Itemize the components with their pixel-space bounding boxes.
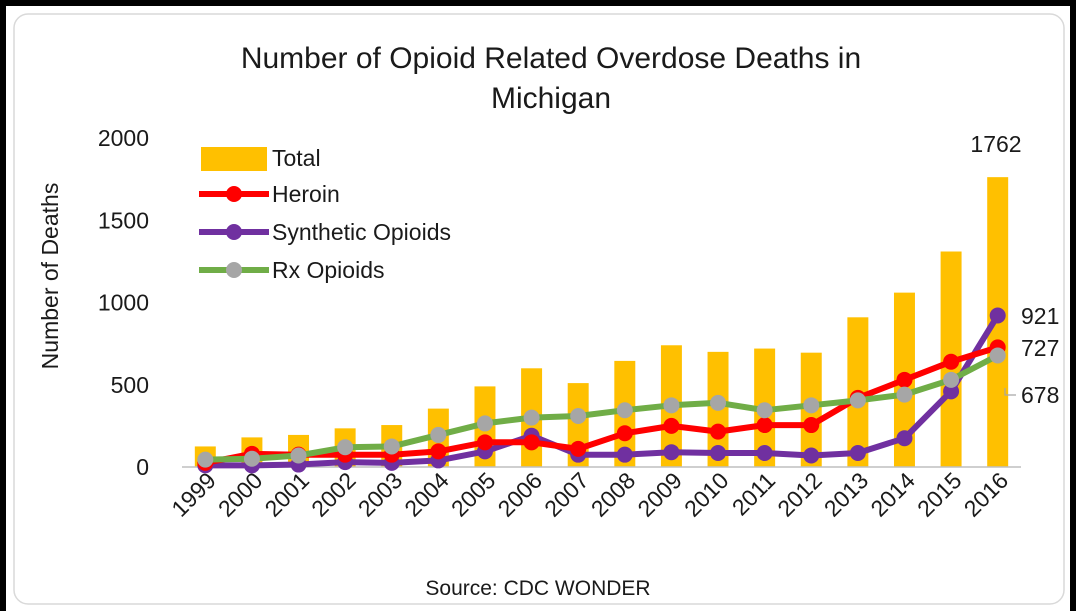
y-tick-label: 2000 xyxy=(98,125,149,151)
point-heroin-2008 xyxy=(616,425,633,442)
point-rx-opioids-2007 xyxy=(570,408,587,425)
legend-label-heroin: Heroin xyxy=(272,181,340,207)
point-rx-opioids-2015 xyxy=(943,371,960,388)
legend-marker-synthetic xyxy=(226,224,242,240)
chart-svg: Number of Opioid Related Overdose Deaths… xyxy=(13,13,1065,605)
legend-marker-rx xyxy=(226,262,242,278)
point-rx-opioids-2000 xyxy=(243,450,260,467)
legend-marker-heroin xyxy=(226,186,242,202)
point-rx-opioids-2009 xyxy=(663,397,680,414)
point-heroin-2007 xyxy=(570,440,587,457)
point-rx-opioids-2012 xyxy=(803,397,820,414)
line-series xyxy=(197,307,1006,474)
legend-swatch-total xyxy=(201,147,267,171)
point-synthetic-opioids-2015 xyxy=(943,383,960,400)
point-rx-opioids-2008 xyxy=(616,402,633,419)
point-heroin-2009 xyxy=(663,417,680,434)
point-synthetic-opioids-2016 xyxy=(989,307,1006,324)
point-synthetic-opioids-2013 xyxy=(849,445,866,462)
point-synthetic-opioids-2012 xyxy=(803,447,820,464)
point-synthetic-opioids-2009 xyxy=(663,444,680,461)
point-synthetic-opioids-2014 xyxy=(896,430,913,447)
source-note: Source: CDC WONDER xyxy=(425,577,650,600)
chart-frame: Number of Opioid Related Overdose Deaths… xyxy=(6,6,1070,611)
y-tick-label: 1500 xyxy=(98,207,149,233)
point-rx-opioids-2004 xyxy=(430,426,447,443)
chart-title-line-2: Michigan xyxy=(491,82,611,115)
legend-label-rx: Rx Opioids xyxy=(272,257,384,283)
point-heroin-2015 xyxy=(943,353,960,370)
point-heroin-2005 xyxy=(476,434,493,451)
legend-label-total: Total xyxy=(272,145,321,171)
data-label-total-2016: 1762 xyxy=(970,131,1021,157)
point-rx-opioids-2002 xyxy=(337,439,354,456)
data-labels: 1762 921 727 678 xyxy=(970,131,1059,408)
point-heroin-2014 xyxy=(896,371,913,388)
point-heroin-2004 xyxy=(430,443,447,460)
point-synthetic-opioids-2010 xyxy=(710,445,727,462)
y-tick-labels: 0 500 1000 1500 2000 xyxy=(98,125,149,480)
data-label-synthetic-2016: 921 xyxy=(1021,303,1059,329)
y-tick-label: 0 xyxy=(136,454,149,480)
point-rx-opioids-2005 xyxy=(476,415,493,432)
y-tick-label: 1000 xyxy=(98,290,149,316)
point-rx-opioids-2001 xyxy=(290,447,307,464)
point-rx-opioids-2013 xyxy=(849,392,866,409)
data-label-leader-rx xyxy=(1004,388,1016,396)
point-synthetic-opioids-2011 xyxy=(756,445,773,462)
legend-label-synthetic: Synthetic Opioids xyxy=(272,219,451,245)
point-synthetic-opioids-2008 xyxy=(616,446,633,463)
y-tick-label: 500 xyxy=(111,372,149,398)
point-rx-opioids-2016 xyxy=(989,347,1006,364)
y-axis-label: Number of Deaths xyxy=(37,183,63,370)
point-heroin-2011 xyxy=(756,417,773,434)
chart-title-line-1: Number of Opioid Related Overdose Deaths… xyxy=(241,42,861,75)
data-label-rx-2016: 678 xyxy=(1021,382,1059,408)
point-rx-opioids-2006 xyxy=(523,409,540,426)
point-rx-opioids-1999 xyxy=(197,451,214,468)
point-heroin-2006 xyxy=(523,434,540,451)
point-heroin-2012 xyxy=(803,417,820,434)
point-rx-opioids-2011 xyxy=(756,402,773,419)
point-heroin-2010 xyxy=(710,423,727,440)
legend: Total Heroin Synthetic Opioids Rx Opioid… xyxy=(199,145,451,283)
point-rx-opioids-2003 xyxy=(383,438,400,455)
point-rx-opioids-2010 xyxy=(710,394,727,411)
point-rx-opioids-2014 xyxy=(896,386,913,403)
data-label-heroin-2016: 727 xyxy=(1021,335,1059,361)
